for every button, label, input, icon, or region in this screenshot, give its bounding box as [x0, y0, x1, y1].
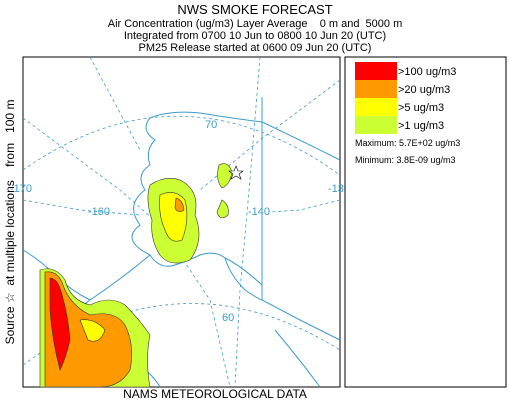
title: NWS SMOKE FORECAST: [177, 2, 332, 17]
smoke-plumes: [39, 163, 233, 388]
map: -170 -160 70 -140 -130 60: [10, 56, 350, 388]
legend-swatch: [355, 98, 397, 116]
legend-label: >100 ug/m3: [398, 66, 456, 78]
subtitle: PM25 Release started at 0600 09 Jun 20 (…: [139, 42, 372, 54]
legend-label: >5 ug/m3: [398, 102, 444, 114]
subtitle: Integrated from 0700 10 Jun to 0800 10 J…: [124, 30, 386, 42]
legend-swatch: [355, 116, 397, 134]
legend-label: >1 ug/m3: [398, 120, 444, 132]
source-label: Source ☆ at multiple locations from 100 …: [3, 100, 17, 345]
legend-swatch: [355, 80, 397, 98]
legend-label: >20 ug/m3: [398, 84, 450, 96]
map-label: 60: [222, 312, 234, 324]
map-label: -170: [10, 183, 32, 195]
maximum: Maximum: 5.7E+02 ug/m3: [355, 138, 460, 148]
legend: >100 ug/m3 >20 ug/m3 >5 ug/m3 >1 ug/m3: [355, 62, 456, 134]
map-label: -140: [248, 206, 270, 218]
map-label: 70: [205, 119, 217, 131]
source-star: [228, 165, 244, 180]
minimum: Minimum: 3.8E-09 ug/m3: [355, 155, 456, 165]
map-label: -160: [88, 206, 110, 218]
legend-swatch: [355, 62, 397, 80]
footer: NAMS METEOROLOGICAL DATA: [123, 387, 307, 401]
subtitle: Air Concentration (ug/m3) Layer Average …: [108, 18, 403, 30]
